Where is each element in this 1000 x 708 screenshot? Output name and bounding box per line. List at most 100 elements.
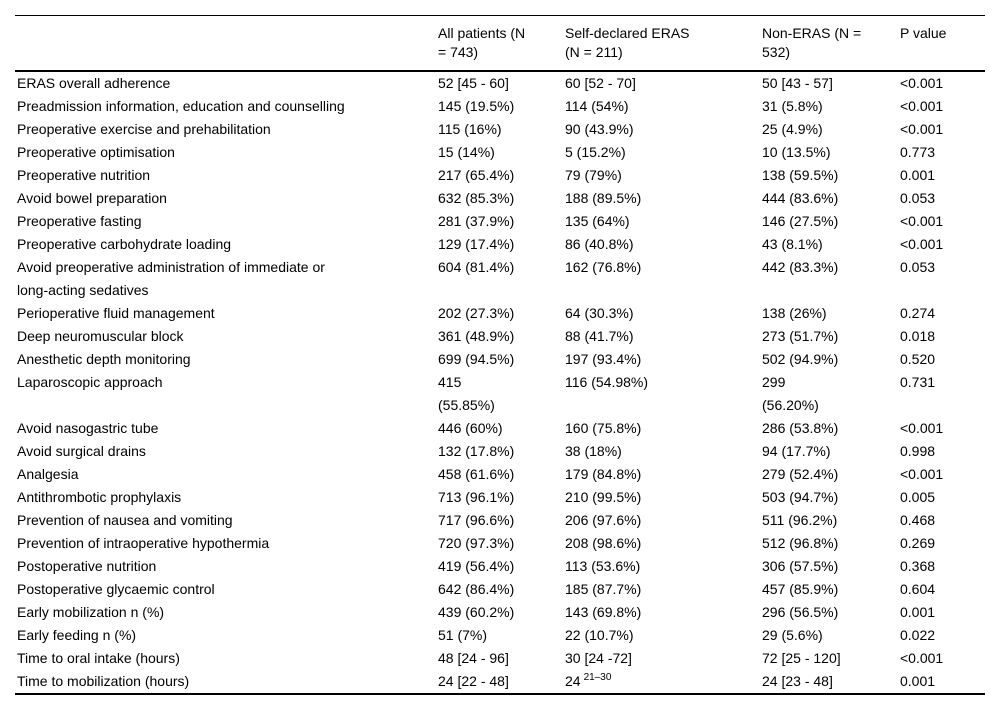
non-eras-cell: 512 (96.8%) [762,535,839,551]
all-patients-cell: 24 [22 - 48] [438,673,509,689]
all-patients-cell: 632 (85.3%) [438,190,515,206]
all-patients-cell: 129 (17.4%) [438,236,515,252]
self-declared-eras-value: 160 (75.8%) [565,420,642,436]
column-header-self-declared-eras: Self-declared ERAS (N = 211) [565,15,762,72]
all-patients-cell: 415 (55.85%) [438,374,495,413]
table-row: Preoperative optimisation 15 (14%) 5 (15… [15,141,985,164]
p-value-cell: 0.005 [900,489,936,505]
table-row: Laparoscopic approach 415 (55.85%) 116 (… [15,371,985,417]
p-value-cell: 0.520 [900,351,936,367]
non-eras-cell: 299 (56.20%) [762,374,819,413]
self-declared-eras-value: 90 (43.9%) [565,121,634,137]
self-declared-eras-cell: 22 (10.7%) [565,624,762,647]
self-declared-eras-cell: 162 (76.8%) [565,256,762,302]
non-eras-cell: 296 (56.5%) [762,604,839,620]
non-eras-cell: 50 [43 - 57] [762,75,833,91]
self-declared-eras-cell: 179 (84.8%) [565,463,762,486]
non-eras-cell: 31 (5.8%) [762,98,823,114]
self-declared-eras-cell: 135 (64%) [565,210,762,233]
self-declared-eras-value: 208 (98.6%) [565,535,642,551]
self-declared-eras-value: 206 (97.6%) [565,512,642,528]
table-row: Avoid surgical drains 132 (17.8%) 38 (18… [15,440,985,463]
row-label-cell: Early mobilization n (%) [17,604,165,620]
row-label-cell: ERAS overall adherence [17,75,171,91]
eras-adherence-table: All patients (N = 743) Self-declared ERA… [15,15,985,695]
self-declared-eras-value: 197 (93.4%) [565,351,642,367]
self-declared-eras-cell: 60 [52 - 70] [565,71,762,95]
self-declared-eras-value: 143 (69.8%) [565,604,642,620]
non-eras-cell: 444 (83.6%) [762,190,839,206]
row-label-cell: Postoperative nutrition [17,558,157,574]
self-declared-eras-value: 79 (79%) [565,167,622,183]
non-eras-cell: 306 (57.5%) [762,558,839,574]
row-label-cell: Avoid bowel preparation [17,190,167,206]
p-value-cell: 0.001 [900,167,936,183]
row-label-cell: Preoperative nutrition [17,167,151,183]
all-patients-cell: 717 (96.6%) [438,512,515,528]
p-value-cell: <0.001 [900,650,944,666]
non-eras-cell: 138 (26%) [762,305,827,321]
p-value-cell: 0.053 [900,259,936,275]
self-declared-eras-value: 179 (84.8%) [565,466,642,482]
table-row: Early feeding n (%) 51 (7%) 22 (10.7%) 2… [15,624,985,647]
table-row: Perioperative fluid management 202 (27.3… [15,302,985,325]
p-value-cell: 0.468 [900,512,936,528]
row-label-cell: Antithrombotic prophylaxis [17,489,182,505]
row-label-cell: Early feeding n (%) [17,627,137,643]
table-row: Time to oral intake (hours) 48 [24 - 96]… [15,647,985,670]
self-declared-eras-value: 60 [52 - 70] [565,75,636,91]
all-patients-cell: 361 (48.9%) [438,328,515,344]
table-row: Preoperative fasting 281 (37.9%) 135 (64… [15,210,985,233]
self-declared-eras-cell: 30 [24 -72] [565,647,762,670]
row-label-cell: Avoid nasogastric tube [17,420,159,436]
p-value-cell: <0.001 [900,75,944,91]
non-eras-cell: 286 (53.8%) [762,420,839,436]
table-row: Early mobilization n (%) 439 (60.2%) 143… [15,601,985,624]
self-declared-eras-value: 64 (30.3%) [565,305,634,321]
non-eras-cell: 146 (27.5%) [762,213,839,229]
table-row: Avoid bowel preparation 632 (85.3%) 188 … [15,187,985,210]
self-declared-eras-value: 113 (53.6%) [565,558,641,574]
non-eras-cell: 94 (17.7%) [762,443,831,459]
self-declared-eras-cell: 113 (53.6%) [565,555,762,578]
p-value-cell: 0.269 [900,535,936,551]
table-row: Prevention of nausea and vomiting 717 (9… [15,509,985,532]
self-declared-eras-cell: 38 (18%) [565,440,762,463]
all-patients-cell: 281 (37.9%) [438,213,515,229]
all-patients-cell: 202 (27.3%) [438,305,515,321]
all-patients-cell: 51 (7%) [438,627,488,643]
non-eras-cell: 511 (96.2%) [762,512,838,528]
p-value-cell: <0.001 [900,213,944,229]
self-declared-eras-cell: 185 (87.7%) [565,578,762,601]
p-value-cell: 0.022 [900,627,936,643]
self-declared-eras-cell: 88 (41.7%) [565,325,762,348]
column-header-empty [15,15,438,72]
table-row: Avoid preoperative administration of imm… [15,256,985,302]
table-row: Prevention of intraoperative hypothermia… [15,532,985,555]
row-label-cell: Anesthetic depth monitoring [17,351,191,367]
self-declared-eras-cell: 90 (43.9%) [565,118,762,141]
self-declared-eras-value: 30 [24 -72] [565,650,632,666]
all-patients-cell: 604 (81.4%) [438,259,515,275]
self-declared-eras-value: 114 (54%) [565,98,629,114]
table-row: Preoperative carbohydrate loading 129 (1… [15,233,985,256]
all-patients-cell: 458 (61.6%) [438,466,515,482]
all-patients-cell: 52 [45 - 60] [438,75,509,91]
table-row: Preoperative exercise and prehabilitatio… [15,118,985,141]
row-label-cell: Perioperative fluid management [17,305,215,321]
row-label-cell: Deep neuromuscular block [17,328,184,344]
non-eras-cell: 138 (59.5%) [762,167,839,183]
self-declared-eras-cell: 188 (89.5%) [565,187,762,210]
self-declared-eras-value: 22 (10.7%) [565,627,634,643]
p-value-cell: <0.001 [900,236,944,252]
self-declared-eras-cell: 86 (40.8%) [565,233,762,256]
self-declared-eras-cell: 114 (54%) [565,95,762,118]
table-row: ERAS overall adherence 52 [45 - 60] 60 [… [15,71,985,95]
self-declared-eras-value: 24 [565,673,581,689]
table-body: ERAS overall adherence 52 [45 - 60] 60 [… [15,71,985,694]
all-patients-cell: 446 (60%) [438,420,503,436]
non-eras-cell: 25 (4.9%) [762,121,823,137]
p-value-cell: <0.001 [900,420,944,436]
self-declared-eras-cell: 5 (15.2%) [565,141,762,164]
self-declared-eras-value: 185 (87.7%) [565,581,642,597]
